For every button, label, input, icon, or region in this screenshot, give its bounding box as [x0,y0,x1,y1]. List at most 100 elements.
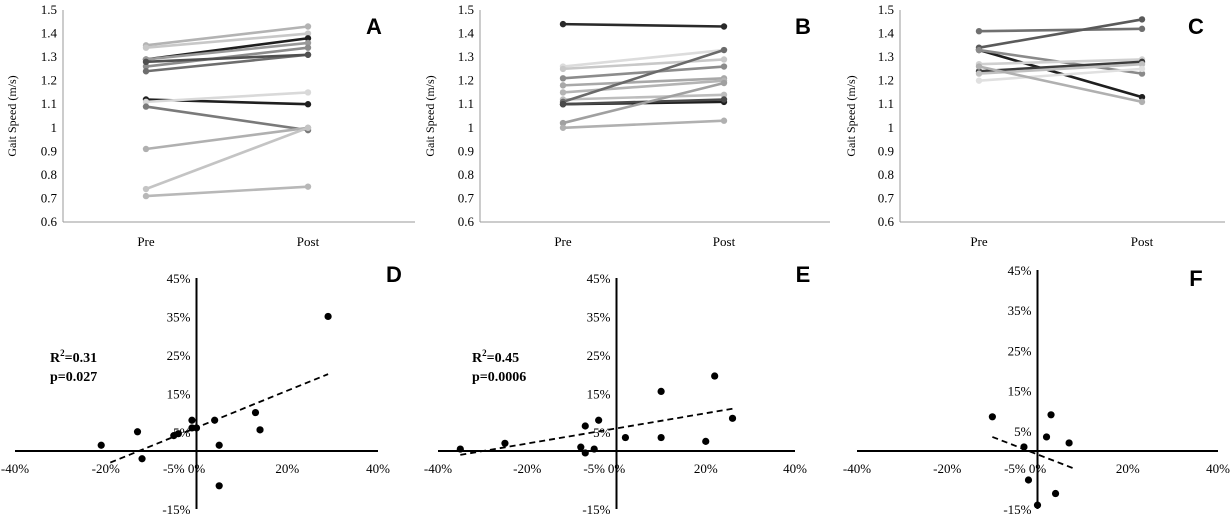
x-tick-label: -5% [1004,461,1026,476]
data-point [720,117,728,124]
y-tick-label: 1.5 [458,2,474,17]
series-line [559,117,728,131]
series-segment [978,60,1143,73]
data-point [590,445,598,453]
y-tick-label: 0.6 [41,214,58,229]
data-point [1138,25,1146,33]
x-tick-label: 20% [1116,461,1140,476]
data-point [211,416,219,424]
data-point [256,426,264,434]
panel-letter: F [1189,266,1202,291]
series-line [559,56,728,73]
y-tick-label: 45% [167,271,191,286]
x-category-label: Post [297,234,320,249]
y-tick-label: 15% [587,386,611,401]
series-segment [562,81,725,125]
series-segment [562,48,725,104]
series-segment [145,126,309,151]
data-point [456,445,464,453]
y-tick-label: 1.4 [41,26,58,41]
data-point [975,28,983,35]
y-tick-label: 45% [587,271,611,286]
data-point [1138,98,1146,106]
data-point [304,89,312,96]
data-point [188,416,196,424]
series-line [975,16,1146,51]
series-line [142,183,312,200]
series-segment [978,58,1143,66]
data-point [621,433,630,442]
p-value-label: p=0.0006 [472,370,526,385]
y-tick-label: 0.6 [878,214,895,229]
data-point [720,91,728,99]
y-tick-label: -15% [1003,502,1031,517]
x-category-label: Pre [554,234,572,249]
x-tick-label: -20% [933,461,961,476]
data-point [720,63,728,70]
x-tick-label: 0% [608,461,626,476]
data-point [304,44,312,51]
y-tick-label: 1.3 [41,49,57,64]
x-tick-label: 0% [188,461,206,476]
y-tick-label: 0.9 [41,143,57,158]
series-segment [562,119,725,130]
data-point [975,63,983,70]
series-segment [978,67,1143,82]
y-tick-label: 1.2 [458,73,474,88]
panel-letter: A [366,14,382,39]
data-point [142,58,150,66]
y-tick-label: 1.2 [41,73,57,88]
x-tick-label: 40% [783,461,807,476]
series-segment [562,65,725,80]
data-point [1042,433,1051,441]
y-tick-label: 25% [167,348,191,363]
data-point [142,98,150,106]
data-point [215,441,223,449]
data-point [975,77,983,84]
data-point [142,63,150,70]
y-tick-label: 1 [51,120,58,135]
y-axis-title: Gait Speed (m/s) [844,75,858,156]
y-tick-label: 15% [167,386,191,401]
panel-letter: C [1188,14,1204,39]
data-point [1138,16,1146,23]
series-line [559,63,728,82]
series-segment [562,77,725,87]
data-point [215,482,223,490]
y-tick-label: 15% [1008,384,1032,399]
series-line [142,51,312,66]
data-point [1020,443,1028,451]
x-tick-label: -20% [513,461,541,476]
data-point [559,20,567,28]
y-tick-label: 1.3 [458,49,474,64]
data-point [720,96,728,103]
y-tick-label: 1 [888,120,895,135]
data-point [720,56,728,63]
data-point [304,23,312,30]
y-tick-label: 0.6 [458,214,475,229]
data-point [559,89,567,96]
y-tick-label: 0.7 [458,190,475,205]
trend-line [460,407,733,456]
data-point [559,65,567,73]
trend-line [992,436,1074,470]
data-point [304,35,312,42]
data-point [1024,476,1033,484]
series-segment [978,65,1143,104]
x-category-label: Post [1131,234,1154,249]
data-point [720,46,728,54]
data-point [1047,411,1055,419]
series-segment [978,18,1143,49]
series-segment [562,93,725,101]
data-point [559,82,567,89]
x-tick-label: -40% [424,461,452,476]
r-squared-label: R2=0.31 [50,348,97,366]
data-point [702,437,710,445]
x-tick-label: -5% [163,461,185,476]
data-point [142,192,150,200]
data-point [138,455,146,463]
data-point [1138,65,1146,73]
y-tick-label: 35% [1008,303,1032,318]
data-point [581,422,589,430]
data-point [657,433,665,442]
